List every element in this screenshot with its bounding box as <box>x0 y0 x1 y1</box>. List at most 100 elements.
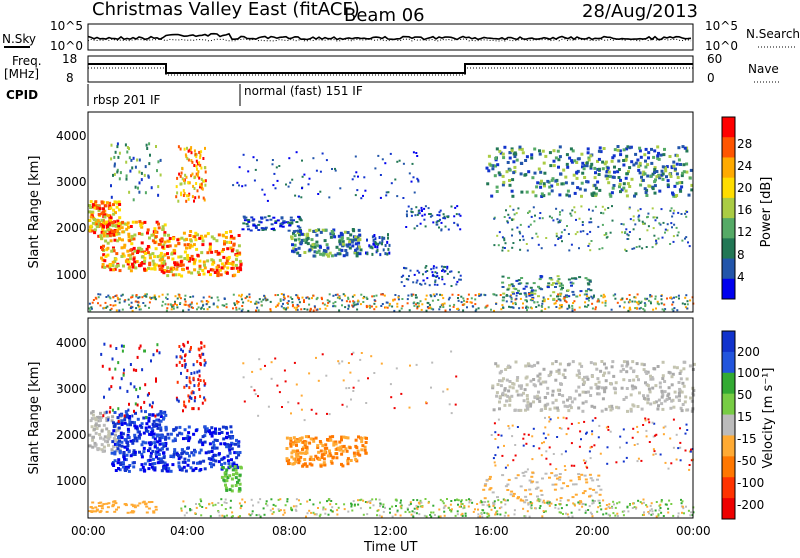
echo-cell <box>201 243 205 247</box>
echo-cell <box>175 195 178 199</box>
echo-cell <box>132 465 136 469</box>
echo-cell <box>394 513 397 516</box>
echo-cell <box>189 395 192 399</box>
echo-cell <box>543 184 546 188</box>
echo-cell <box>116 145 119 149</box>
echo-cell <box>423 213 426 216</box>
echo-cell <box>690 511 693 514</box>
echo-cell <box>299 230 303 233</box>
echo-cell <box>435 221 438 224</box>
echo-cell <box>321 298 323 301</box>
echo-cell <box>604 508 607 510</box>
echo-cell <box>680 174 684 178</box>
echo-cell <box>631 436 634 439</box>
echo-cell <box>369 306 371 309</box>
echo-cell <box>332 302 335 305</box>
echo-cell <box>132 449 136 453</box>
echo-cell <box>198 374 201 378</box>
echo-cell <box>576 157 580 161</box>
echo-cell <box>533 289 537 292</box>
echo-cell <box>680 390 684 394</box>
echo-cell <box>243 400 246 403</box>
echo-cell <box>572 302 575 304</box>
echo-cell <box>143 462 147 466</box>
echo-cell <box>555 299 558 302</box>
echo-cell <box>175 261 179 265</box>
echo-cell <box>609 231 612 234</box>
echo-cell <box>505 170 509 174</box>
echo-cell <box>628 300 631 303</box>
echo-cell <box>396 195 399 198</box>
echo-cell <box>326 304 329 307</box>
echo-cell <box>562 168 566 172</box>
echo-cell <box>381 303 384 305</box>
echo-cell <box>117 467 120 470</box>
echo-cell <box>230 489 234 493</box>
echo-cell <box>566 405 570 409</box>
echo-cell <box>416 213 419 216</box>
echo-cell <box>674 167 677 171</box>
echo-cell <box>346 459 350 463</box>
echo-cell <box>514 444 517 446</box>
echo-cell <box>528 210 531 213</box>
echo-cell <box>134 426 138 430</box>
echo-cell <box>558 193 562 197</box>
echo-cell <box>550 184 554 188</box>
echo-cell <box>348 246 352 250</box>
echo-cell <box>443 514 446 517</box>
echo-cell <box>488 503 490 506</box>
echo-cell <box>428 213 431 215</box>
echo-cell <box>552 291 556 294</box>
echo-cell <box>505 499 507 502</box>
echo-cell <box>499 513 502 516</box>
echo-cell <box>394 294 397 296</box>
echo-cell <box>129 511 133 514</box>
echo-cell <box>244 297 247 300</box>
echo-cell <box>150 186 153 190</box>
echo-cell <box>291 243 294 247</box>
echo-cell <box>598 146 602 150</box>
echo-cell <box>589 446 592 449</box>
echo-cell <box>496 510 499 513</box>
echo-cell <box>116 416 120 420</box>
echo-cell <box>286 302 289 304</box>
echo-cell <box>341 242 345 246</box>
echo-cell <box>491 386 495 390</box>
echo-cell <box>228 474 232 478</box>
echo-cell <box>444 217 447 220</box>
echo-cell <box>681 302 684 305</box>
echo-cell <box>193 399 196 403</box>
echo-cell <box>494 513 497 516</box>
echo-cell <box>275 166 278 169</box>
echo-cell <box>200 177 203 181</box>
echo-cell <box>444 309 447 312</box>
echo-cell <box>204 382 207 386</box>
echo-cell <box>135 260 139 264</box>
echo-cell <box>498 371 502 375</box>
echo-cell <box>512 459 515 462</box>
echo-cell <box>584 503 587 506</box>
echo-cell <box>608 507 611 509</box>
echo-cell <box>679 369 683 373</box>
echo-cell <box>176 380 179 384</box>
echo-cell <box>88 228 92 232</box>
echo-cell <box>659 503 662 506</box>
echo-cell <box>297 215 301 218</box>
echo-cell <box>638 149 642 153</box>
echo-cell <box>324 249 328 253</box>
echo-cell <box>389 152 392 155</box>
echo-cell <box>105 306 108 309</box>
echo-cell <box>645 246 648 248</box>
echo-cell <box>178 172 181 176</box>
echo-cell <box>161 442 165 446</box>
echo-cell <box>519 485 523 488</box>
echo-cell <box>621 231 624 234</box>
echo-cell <box>248 296 251 299</box>
echo-cell <box>168 237 172 240</box>
echo-cell <box>210 250 214 254</box>
echo-cell <box>364 451 368 455</box>
velocity-cb-tick-100: 100 <box>737 366 760 380</box>
echo-cell <box>97 208 101 212</box>
echo-cell <box>308 297 311 300</box>
echo-cell <box>583 420 586 423</box>
